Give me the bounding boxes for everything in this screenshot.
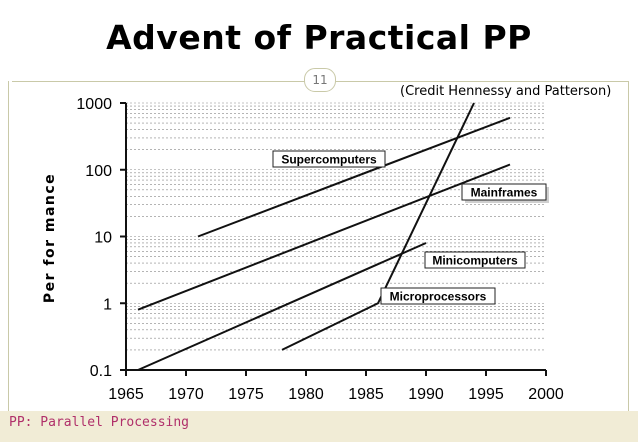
y-axis-label: Per for mance bbox=[42, 173, 58, 303]
y-tick-label: 1 bbox=[103, 296, 112, 313]
series-label-box bbox=[380, 287, 496, 305]
x-tick-label: 1970 bbox=[168, 386, 204, 403]
series-label-microprocessors: Microprocessors bbox=[390, 290, 487, 304]
series-line-mainframes bbox=[137, 163, 511, 311]
series-label-minicomputers: Minicomputers bbox=[432, 254, 518, 268]
y-tick-label: 0.1 bbox=[90, 363, 112, 380]
y-tick-label: 100 bbox=[85, 163, 112, 180]
footer-text: PP: Parallel Processing bbox=[9, 415, 190, 430]
series-label-box bbox=[461, 183, 547, 201]
x-tick-label: 1985 bbox=[348, 386, 384, 403]
x-tick-label: 2000 bbox=[528, 386, 564, 403]
y-tick-label: 1000 bbox=[76, 96, 112, 113]
left-border bbox=[8, 81, 9, 411]
x-tick-label: 1990 bbox=[408, 386, 444, 403]
series-line-supercomputers bbox=[197, 116, 511, 238]
series-label-box bbox=[272, 150, 386, 168]
credit-note: (Credit Hennessy and Patterson) bbox=[400, 84, 612, 99]
series-label-mainframes: Mainframes bbox=[471, 186, 538, 200]
y-tick-label: 10 bbox=[94, 230, 112, 247]
series-line-minicomputers bbox=[137, 242, 427, 371]
x-tick-label: 1980 bbox=[288, 386, 324, 403]
page-number-badge: 11 bbox=[304, 68, 336, 92]
x-tick-label: 1975 bbox=[228, 386, 264, 403]
series-label-supercomputers: Supercomputers bbox=[281, 153, 377, 167]
right-border bbox=[628, 81, 629, 411]
series-label-box bbox=[424, 251, 526, 269]
slide-title: Advent of Practical PP bbox=[106, 18, 532, 57]
x-tick-label: 1965 bbox=[108, 386, 144, 403]
x-tick-label: 1995 bbox=[468, 386, 504, 403]
footer-bar: PP: Parallel Processing bbox=[0, 411, 638, 442]
series-line-microprocessors bbox=[281, 102, 475, 351]
